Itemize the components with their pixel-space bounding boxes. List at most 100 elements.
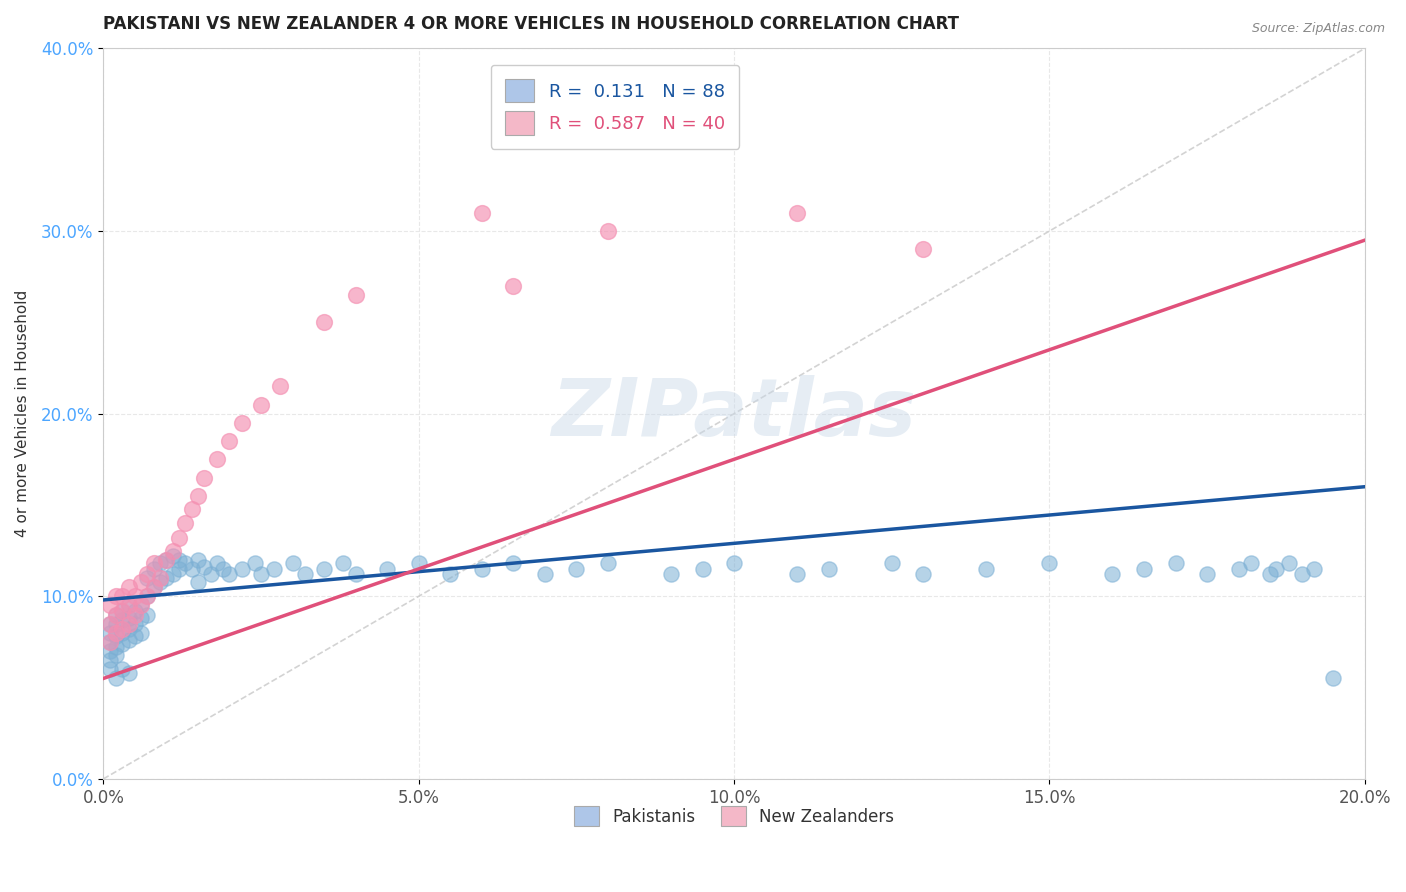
Point — [786, 206, 808, 220]
Point — [117, 616, 139, 631]
Point — [187, 489, 209, 503]
Point — [117, 580, 139, 594]
Point — [1265, 562, 1288, 576]
Point — [129, 611, 152, 625]
Point — [104, 607, 127, 622]
Point — [596, 224, 619, 238]
Point — [193, 470, 215, 484]
Point — [98, 599, 121, 613]
Point — [136, 607, 159, 622]
Point — [1227, 562, 1250, 576]
Point — [1164, 557, 1187, 571]
Point — [1278, 557, 1301, 571]
Point — [111, 662, 134, 676]
Legend: Pakistanis, New Zealanders: Pakistanis, New Zealanders — [564, 796, 904, 837]
Point — [187, 574, 209, 589]
Point — [98, 616, 121, 631]
Point — [162, 549, 184, 563]
Point — [142, 580, 165, 594]
Point — [129, 599, 152, 613]
Point — [104, 672, 127, 686]
Point — [117, 665, 139, 680]
Point — [111, 613, 134, 627]
Point — [231, 416, 253, 430]
Point — [332, 557, 354, 571]
Point — [1322, 672, 1344, 686]
Point — [167, 562, 190, 576]
Y-axis label: 4 or more Vehicles in Household: 4 or more Vehicles in Household — [15, 290, 30, 537]
Point — [294, 567, 316, 582]
Point — [104, 648, 127, 662]
Point — [180, 501, 202, 516]
Point — [218, 434, 240, 448]
Point — [231, 562, 253, 576]
Point — [111, 604, 134, 618]
Point — [129, 574, 152, 589]
Point — [1258, 567, 1281, 582]
Point — [471, 562, 494, 576]
Point — [124, 616, 146, 631]
Point — [155, 571, 177, 585]
Point — [149, 557, 172, 571]
Point — [205, 452, 228, 467]
Point — [408, 557, 430, 571]
Point — [250, 567, 273, 582]
Point — [723, 557, 745, 571]
Point — [659, 567, 682, 582]
Point — [1133, 562, 1156, 576]
Point — [98, 635, 121, 649]
Point — [243, 557, 266, 571]
Point — [471, 206, 494, 220]
Point — [117, 599, 139, 613]
Point — [136, 589, 159, 603]
Point — [155, 553, 177, 567]
Point — [104, 625, 127, 640]
Point — [180, 562, 202, 576]
Text: Source: ZipAtlas.com: Source: ZipAtlas.com — [1251, 22, 1385, 36]
Point — [312, 562, 335, 576]
Point — [786, 567, 808, 582]
Point — [117, 599, 139, 613]
Point — [187, 553, 209, 567]
Point — [136, 567, 159, 582]
Text: PAKISTANI VS NEW ZEALANDER 4 OR MORE VEHICLES IN HOUSEHOLD CORRELATION CHART: PAKISTANI VS NEW ZEALANDER 4 OR MORE VEH… — [103, 15, 959, 33]
Point — [174, 557, 197, 571]
Point — [976, 562, 998, 576]
Point — [104, 616, 127, 631]
Point — [344, 567, 367, 582]
Point — [111, 625, 134, 640]
Point — [1291, 567, 1313, 582]
Point — [111, 637, 134, 651]
Point — [162, 543, 184, 558]
Point — [111, 622, 134, 636]
Point — [142, 557, 165, 571]
Point — [149, 574, 172, 589]
Point — [124, 630, 146, 644]
Point — [124, 604, 146, 618]
Point — [129, 625, 152, 640]
Point — [98, 653, 121, 667]
Point — [98, 662, 121, 676]
Point — [269, 379, 291, 393]
Point — [502, 557, 524, 571]
Point — [205, 557, 228, 571]
Point — [1038, 557, 1060, 571]
Point — [375, 562, 398, 576]
Point — [155, 553, 177, 567]
Point — [200, 567, 222, 582]
Point — [212, 562, 235, 576]
Point — [1101, 567, 1123, 582]
Point — [817, 562, 839, 576]
Point — [129, 597, 152, 611]
Point — [149, 571, 172, 585]
Point — [912, 567, 935, 582]
Point — [104, 589, 127, 603]
Point — [104, 640, 127, 655]
Point — [1303, 562, 1326, 576]
Point — [250, 398, 273, 412]
Point — [117, 633, 139, 648]
Point — [117, 622, 139, 636]
Point — [596, 557, 619, 571]
Point — [124, 607, 146, 622]
Point — [502, 278, 524, 293]
